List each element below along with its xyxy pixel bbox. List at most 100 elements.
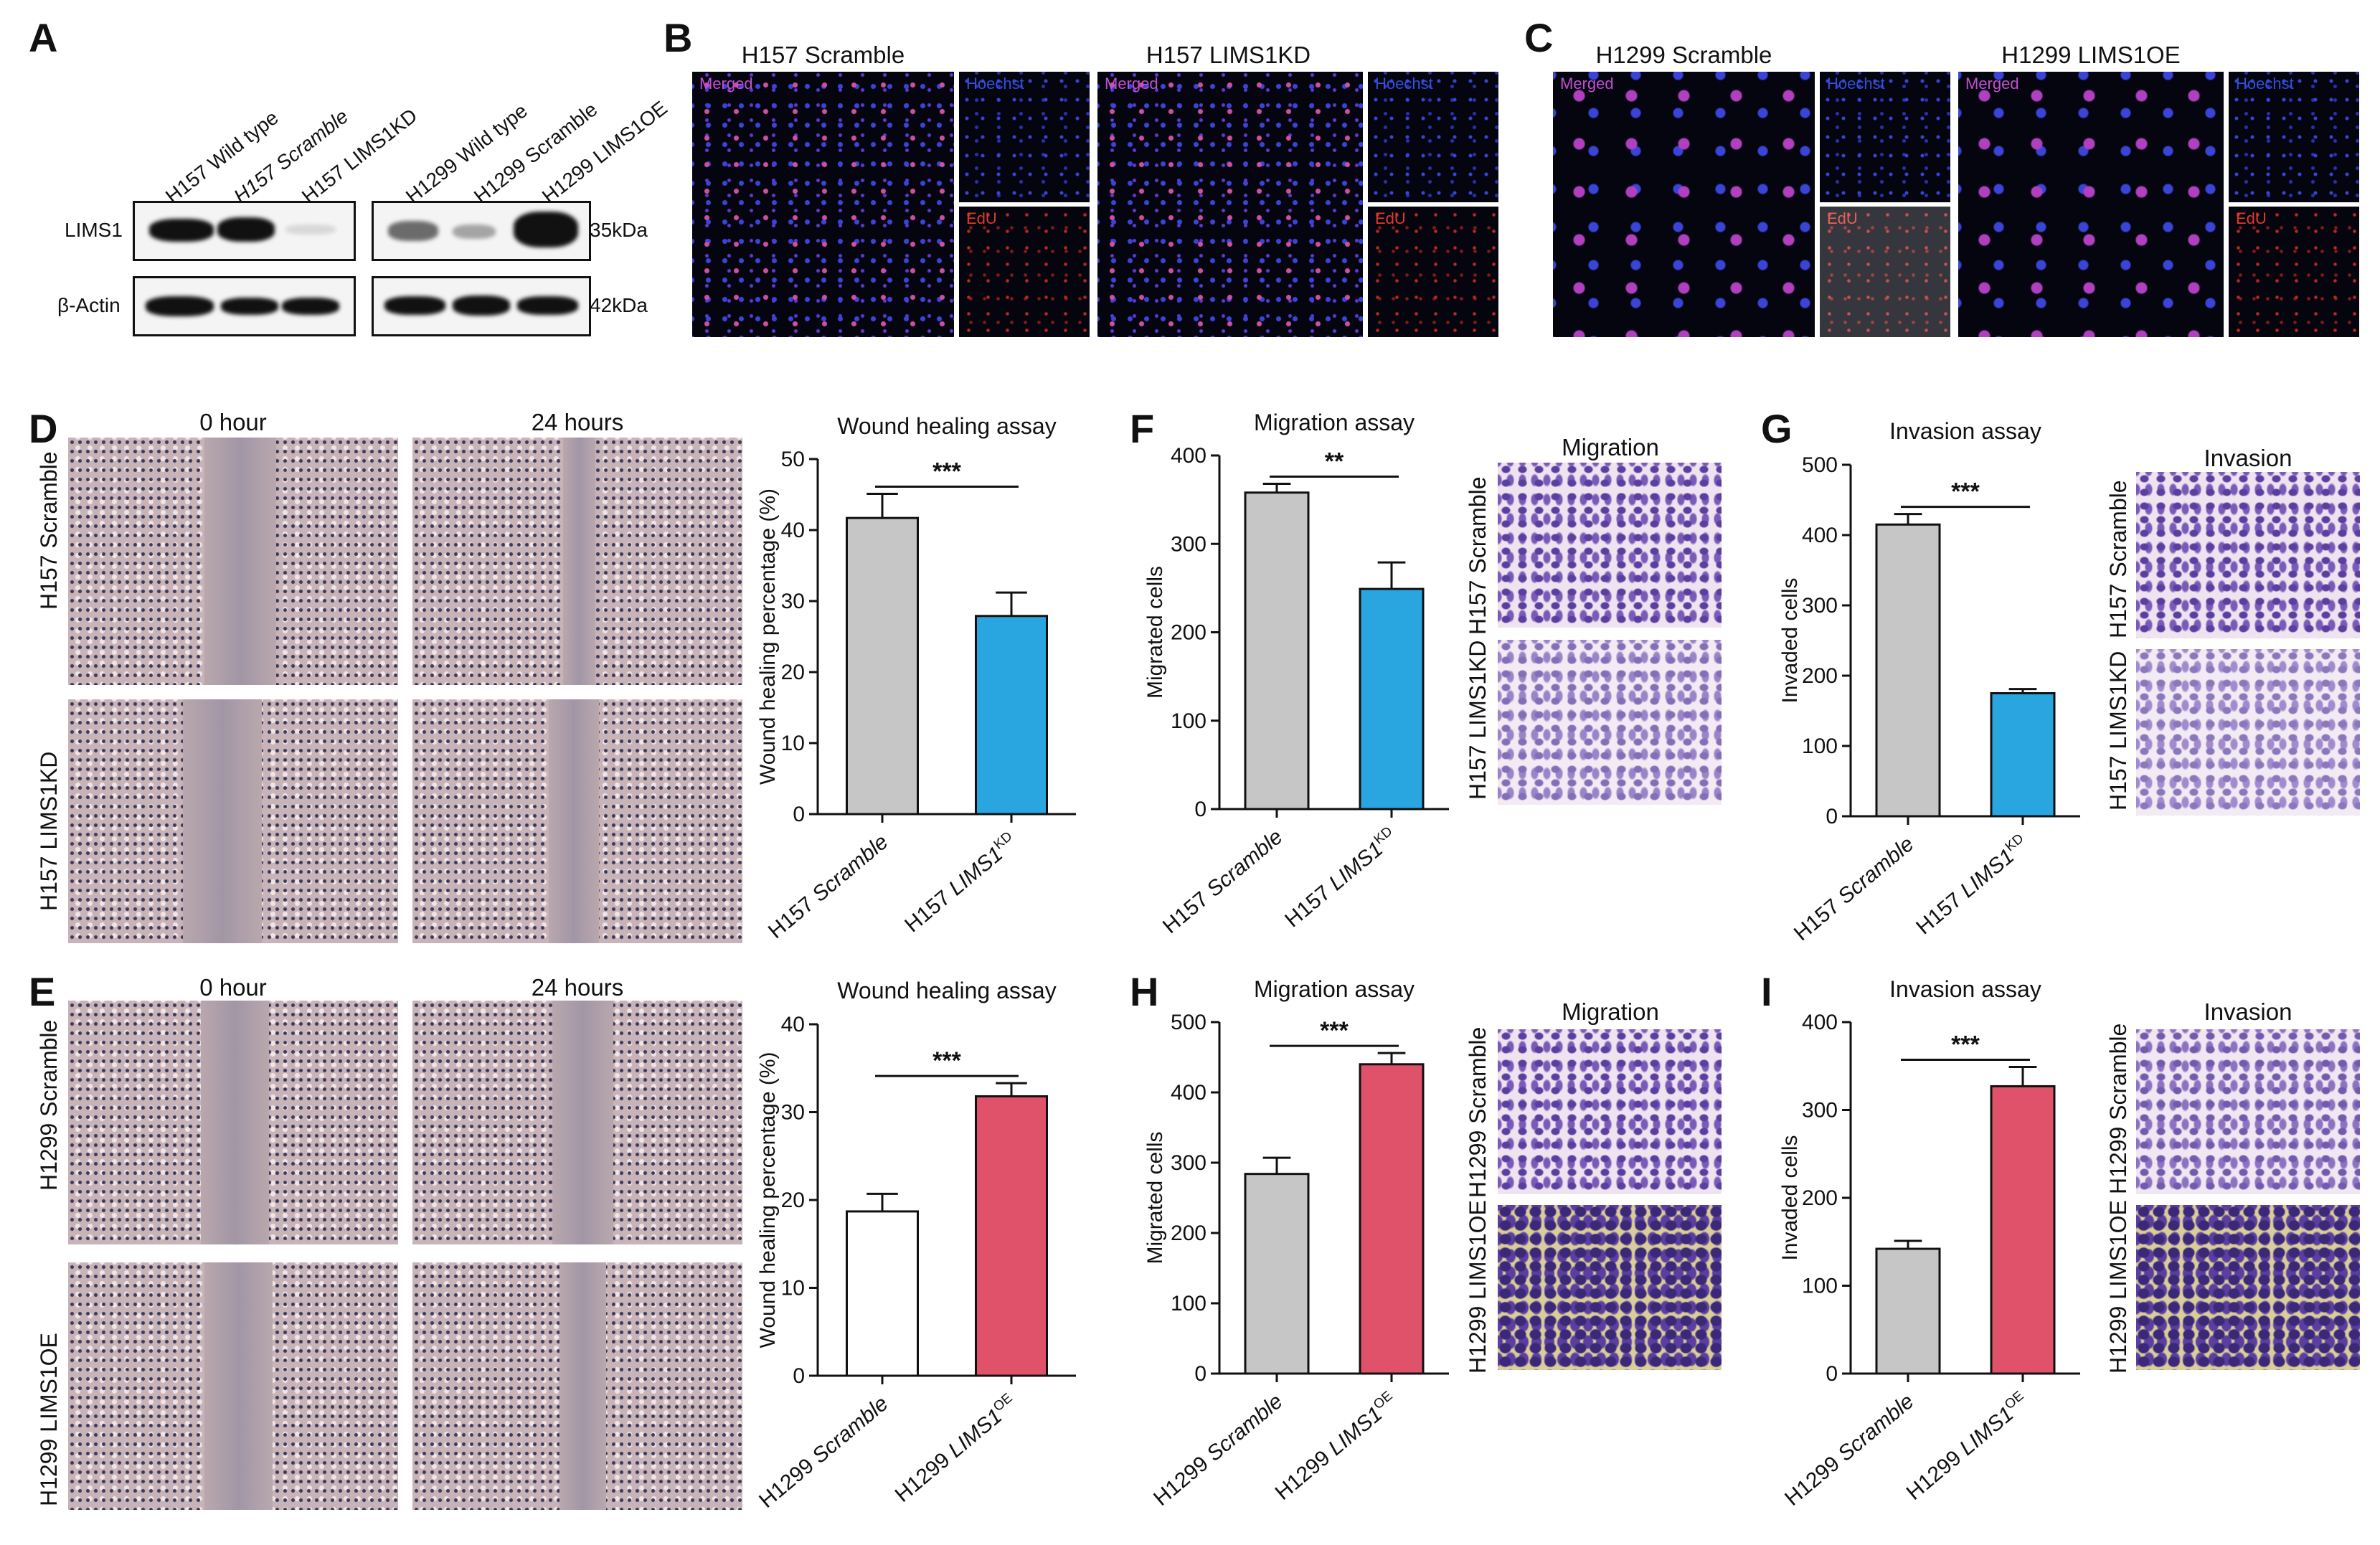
y-tick-label: 100 (1171, 709, 1206, 733)
y-tick-label: 400 (1171, 1081, 1206, 1105)
x-tick-label: H1299 Scramble (1780, 1389, 1918, 1511)
micrograph-edu: EdU (1820, 207, 1950, 337)
chart-panel-g: Invasion assay 0 100 200 300 400 500 Invaded ce… (1778, 418, 2080, 945)
bar (846, 516, 919, 816)
y-tick-label: 0 (1194, 798, 1206, 821)
x-tick-label: H1299 LIMS1OE (1901, 1389, 2033, 1505)
bar (1244, 491, 1310, 811)
images-title: Invasion (2204, 445, 2292, 471)
blot-lims1-h1299 (372, 201, 591, 261)
significance-stars: ** (1325, 448, 1344, 475)
y-axis-label: Wound healing percentage (%) (756, 488, 780, 785)
y-axis-label: Invaded cells (1778, 577, 1802, 703)
wound-image (412, 1262, 742, 1510)
panel-b-title-right: H157 LIMS1KD (1146, 42, 1311, 68)
transwell-image (2136, 1205, 2360, 1370)
x-tick-label: H1299 Scramble (755, 1392, 892, 1513)
transwell-image (1498, 463, 1722, 628)
wound-image (412, 699, 742, 943)
bar (1359, 587, 1425, 811)
y-tick-label: 400 (1802, 524, 1838, 547)
col-label-0h: 0 hour (199, 409, 267, 435)
bar (975, 1095, 1048, 1377)
panel-letter-a: A (29, 15, 58, 60)
wound-image (68, 438, 398, 685)
blot-row-label: β-Actin (57, 294, 121, 316)
y-tick-label: 300 (1802, 1099, 1838, 1123)
blot-actin-h1299 (372, 276, 591, 336)
wound-image (68, 699, 398, 943)
significance-stars: *** (1320, 1017, 1349, 1044)
panel-b-title-left: H157 Scramble (741, 42, 905, 68)
chart-title: Wound healing assay (837, 978, 1056, 1003)
micrograph-merged: Merged (692, 72, 954, 337)
panel-letter-g: G (1761, 406, 1793, 451)
micrograph-edu: EdU (2229, 207, 2359, 337)
size-marker: 35kDa (590, 219, 648, 241)
wound-image (68, 1001, 398, 1244)
micrograph-merged: Merged (1958, 72, 2224, 337)
chart-panel-h: Migration assay 0 100 200 300 400 500 Migrated … (1143, 976, 1449, 1511)
panel-letter-f: F (1130, 406, 1155, 451)
y-tick-label: 20 (781, 1189, 805, 1212)
y-tick-label: 200 (1802, 664, 1838, 688)
significance-stars: *** (1951, 478, 1980, 506)
panel-letter-i: I (1761, 969, 1772, 1014)
y-tick-label: 40 (781, 1013, 805, 1036)
x-tick-label: H157 LIMS1KD (1280, 824, 1402, 932)
micrograph-edu: EdU (1368, 207, 1498, 337)
micrograph-merged: Merged (1097, 72, 1363, 337)
y-tick-label: 200 (1802, 1186, 1838, 1210)
micrograph-merged: Merged (1553, 72, 1815, 337)
y-tick-label: 300 (1802, 594, 1838, 618)
micrograph-hoechst: Hoechst (2229, 72, 2359, 202)
x-tick-label: H1299 LIMS1OE (889, 1391, 1021, 1507)
chart-panel-f: Migration assay 0 100 200 300 400 Migrated cel… (1143, 410, 1449, 938)
y-axis-label: Migrated cells (1143, 566, 1167, 699)
col-label-24h: 24 hours (531, 409, 624, 435)
col-label-24h: 24 hours (531, 974, 624, 1001)
bar (975, 615, 1048, 816)
bar (1244, 1173, 1310, 1375)
transwell-image (2136, 649, 2360, 816)
y-tick-label: 30 (781, 1101, 805, 1125)
y-tick-label: 300 (1171, 532, 1206, 556)
chart-title: Migration assay (1254, 410, 1415, 435)
micrograph-hoechst: Hoechst (959, 72, 1090, 202)
images-title: Migration (1562, 998, 1659, 1025)
panel-letter-c: C (1524, 15, 1554, 60)
y-tick-label: 500 (1802, 453, 1838, 477)
significance-stars: *** (1951, 1031, 1980, 1058)
y-tick-label: 500 (1171, 1011, 1206, 1034)
images-title: Migration (1562, 434, 1659, 460)
x-tick-label: H157 LIMS1KD (1911, 831, 2033, 940)
y-tick-label: 10 (781, 1277, 805, 1300)
bar (1990, 692, 2056, 818)
y-tick-label: 200 (1171, 621, 1206, 645)
panel-c-title-left: H1299 Scramble (1595, 42, 1772, 68)
chart-title: Wound healing assay (837, 413, 1056, 439)
wound-image (412, 1001, 742, 1244)
y-axis-label: Wound healing percentage (%) (756, 1052, 780, 1348)
y-tick-label: 10 (781, 732, 805, 755)
x-tick-label: H1299 LIMS1OE (1270, 1389, 1402, 1505)
panel-letter-d: D (29, 406, 58, 451)
x-tick-label: H1299 Scramble (1149, 1389, 1287, 1511)
x-tick-label: H157 Scramble (1158, 825, 1288, 938)
y-tick-label: 100 (1802, 734, 1838, 758)
y-tick-label: 50 (781, 448, 805, 471)
y-tick-label: 100 (1171, 1292, 1206, 1315)
images-title: Invasion (2204, 998, 2292, 1025)
y-tick-label: 0 (1826, 1362, 1838, 1386)
panel-letter-h: H (1130, 969, 1159, 1014)
bar (1875, 1247, 1941, 1375)
bar (1875, 523, 1941, 818)
bar (846, 1210, 919, 1377)
x-tick-label: H157 LIMS1KD (899, 829, 1021, 937)
chart-title: Invasion assay (1889, 976, 2041, 1002)
chart-title: Invasion assay (1889, 418, 2041, 444)
y-tick-label: 0 (793, 803, 805, 826)
bar (1990, 1085, 2056, 1375)
